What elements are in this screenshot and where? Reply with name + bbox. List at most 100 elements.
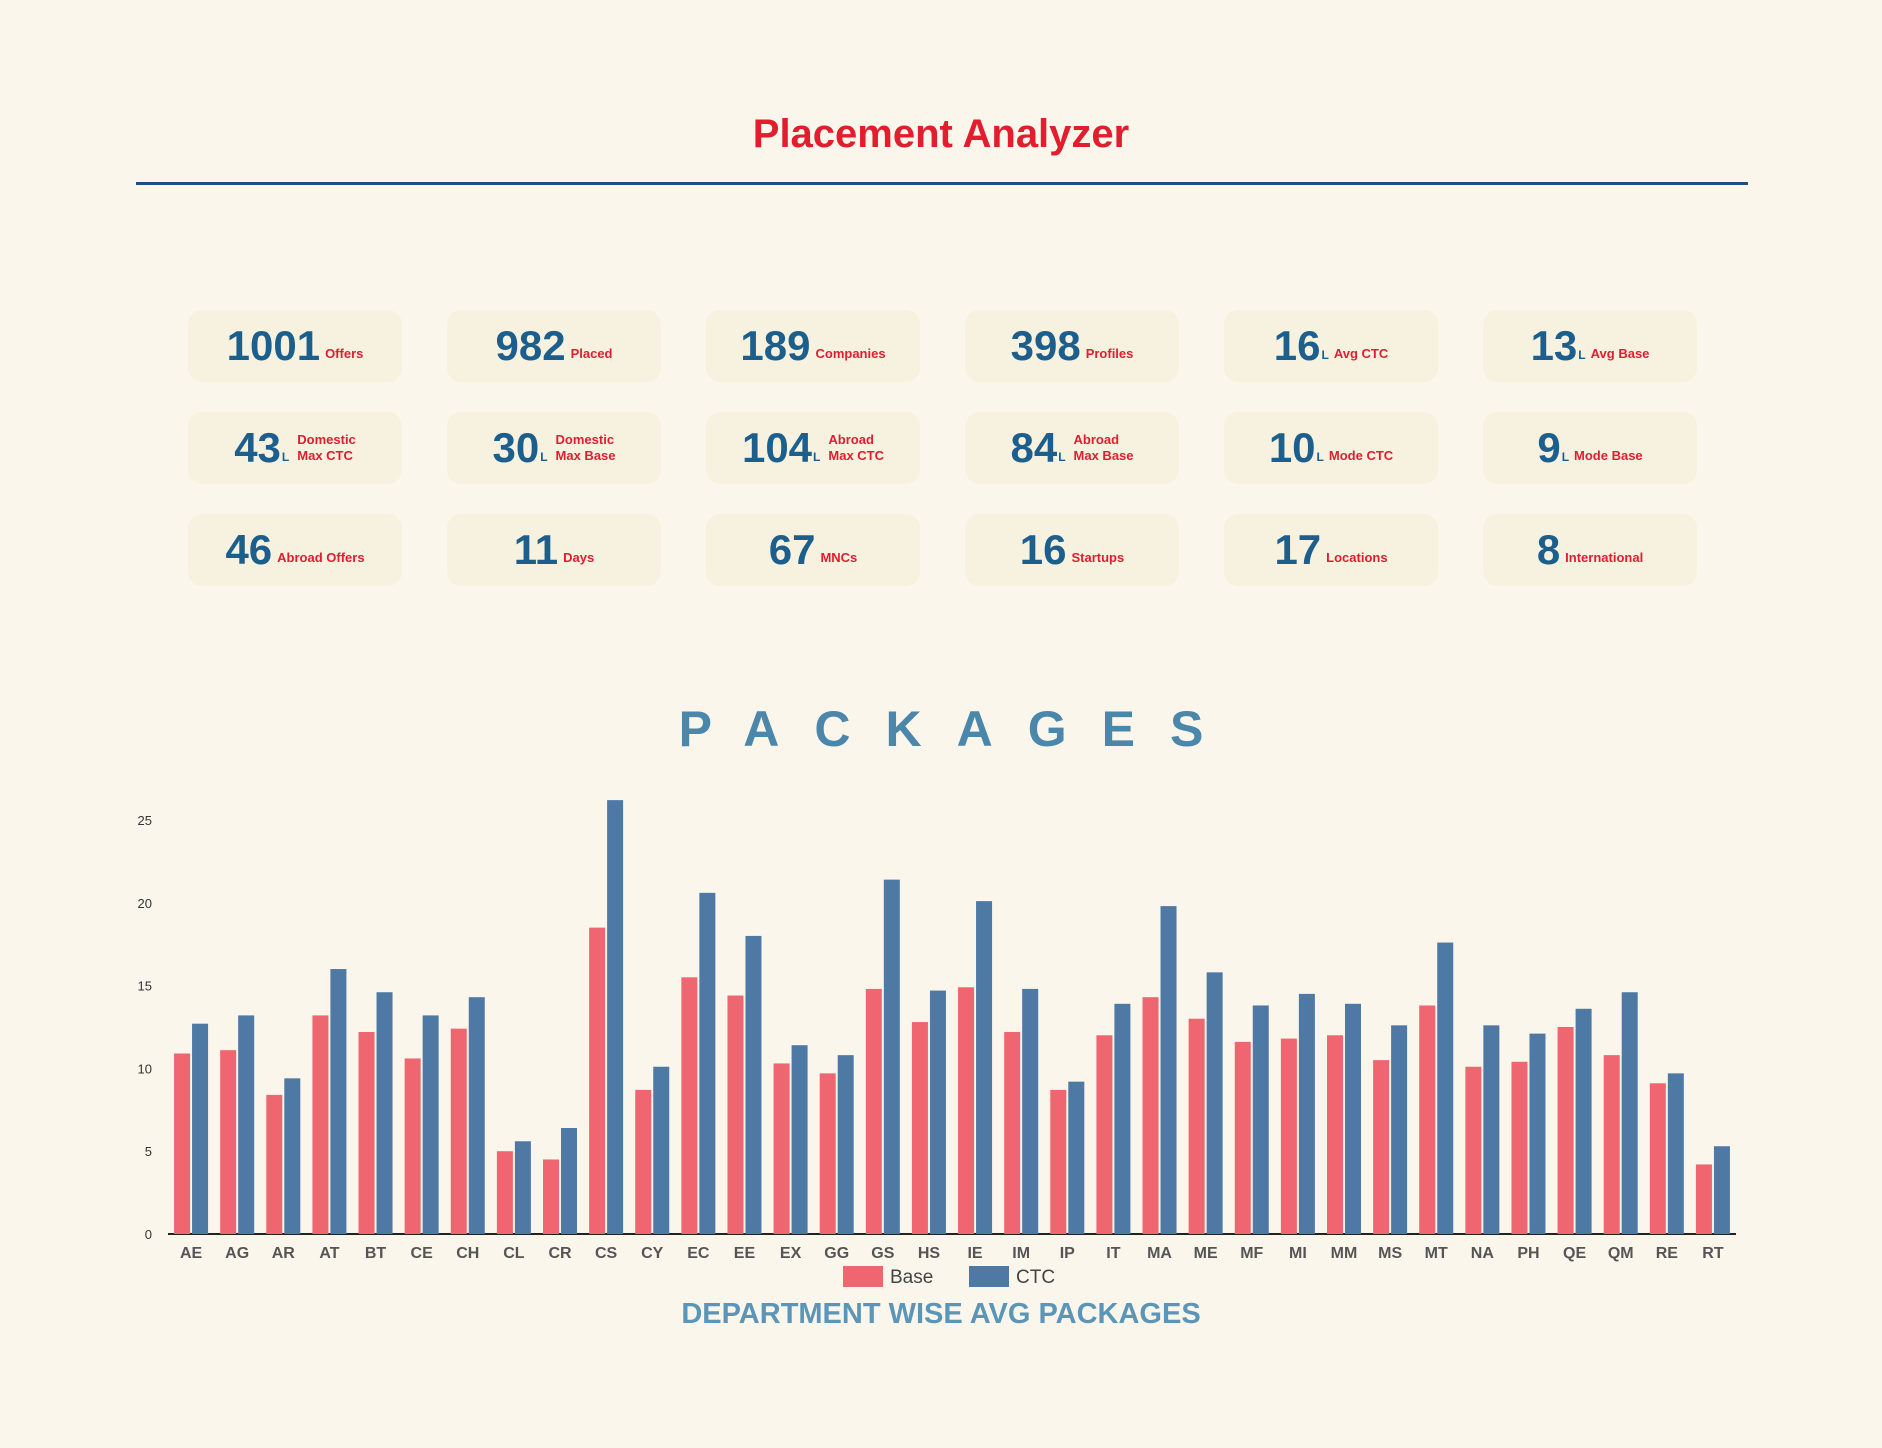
bar-base (1695, 1164, 1712, 1234)
stat-unit: L (1578, 348, 1586, 362)
x-tick-label: EE (734, 1245, 756, 1262)
bar-base (1234, 1041, 1251, 1234)
stat-unit: L (1561, 450, 1570, 464)
x-tick-label: CY (641, 1245, 664, 1262)
stat-label: Profiles (1085, 346, 1134, 361)
x-tick-label: CR (548, 1245, 572, 1262)
x-tick-label: AG (225, 1245, 249, 1262)
bar-ctc (1713, 1146, 1730, 1234)
x-tick-label: IP (1060, 1245, 1075, 1262)
x-tick-label: MI (1289, 1245, 1307, 1262)
stat-value: 982 (495, 322, 566, 369)
bar-base (1419, 1005, 1436, 1234)
stat-label: Mode Base (1574, 448, 1643, 463)
bar-base (1465, 1066, 1482, 1234)
x-tick-label: GS (871, 1245, 894, 1262)
bar-ctc (607, 800, 624, 1234)
stat-card: 30 L Domestic Max Base (447, 412, 661, 484)
stat-value: 13 (1530, 322, 1578, 369)
stat-label: Abroad Max CTC (828, 432, 885, 463)
stat-value: 104 (741, 424, 813, 471)
stat-card: 16 Startups (965, 514, 1179, 586)
bar-base (1280, 1038, 1297, 1234)
stat-value: 189 (740, 322, 811, 369)
bar-ctc (1252, 1005, 1269, 1234)
bar-ctc (745, 935, 762, 1234)
y-tick-label: 0 (145, 1227, 152, 1242)
x-tick-label: HS (918, 1245, 941, 1262)
bar-ctc (422, 1015, 439, 1234)
stat-unit: L (1316, 450, 1324, 464)
x-tick-label: RE (1656, 1245, 1679, 1262)
stat-label: Abroad Offers (277, 550, 365, 565)
stat-value: 84 (1010, 424, 1058, 471)
stat-value: 67 (768, 526, 816, 573)
x-tick-label: CH (456, 1245, 479, 1262)
stat-card: 982 Placed (447, 310, 661, 382)
stat-unit: L (540, 450, 548, 464)
bar-ctc (653, 1066, 670, 1234)
x-tick-label: IE (967, 1245, 982, 1262)
title-divider (136, 182, 1748, 185)
stat-card: 16 L Avg CTC (1224, 310, 1438, 382)
stat-card: 84 L Abroad Max Base (965, 412, 1179, 484)
bar-ctc (1022, 988, 1039, 1234)
bar-base (312, 1015, 329, 1234)
stat-value: 11 (513, 526, 559, 573)
y-tick-label: 5 (145, 1144, 152, 1159)
bar-base (1188, 1018, 1205, 1234)
bar-ctc (238, 1015, 255, 1234)
stat-card: 11 Days (447, 514, 661, 586)
stat-card: 189 Companies (706, 310, 920, 382)
x-tick-label: CS (595, 1245, 618, 1262)
bar-base (1649, 1083, 1666, 1234)
bar-base (681, 977, 698, 1234)
bar-base (865, 988, 882, 1234)
bar-base (635, 1089, 652, 1234)
bar-ctc (1206, 972, 1223, 1234)
stat-value: 398 (1010, 322, 1081, 369)
legend-label: Base (890, 1267, 933, 1288)
packages-bar-chart: 0 5 10 15 20 25 AE AG AR AT BT CE CH CL CR CS CY EC EE EX GG… (138, 800, 1736, 1288)
x-tick-label: ME (1194, 1245, 1218, 1262)
stat-label: Companies (815, 346, 886, 361)
y-tick-label: 10 (138, 1061, 152, 1076)
bar-ctc (1114, 1003, 1131, 1234)
bar-base (819, 1073, 836, 1234)
stat-value: 10 (1268, 424, 1316, 471)
bar-base (1557, 1027, 1574, 1234)
stat-card: 10 L Mode CTC (1224, 412, 1438, 484)
x-tick-label: MA (1147, 1245, 1172, 1262)
bar-ctc (1529, 1033, 1546, 1234)
stat-label: MNCs (820, 550, 858, 565)
legend-swatch (843, 1266, 883, 1287)
stat-label: International (1565, 550, 1644, 565)
x-tick-label: RT (1702, 1245, 1724, 1262)
bar-ctc (1391, 1025, 1408, 1234)
bar-ctc (192, 1023, 209, 1234)
stat-card: 104 L Abroad Max CTC (706, 412, 920, 484)
x-tick-label: QM (1608, 1245, 1634, 1262)
x-tick-label: MT (1425, 1245, 1448, 1262)
bar-ctc (284, 1078, 301, 1234)
bar-ctc (1575, 1008, 1592, 1234)
stats-grid: 1001 Offers 982 Placed 189 Companies 398 Profil… (188, 310, 1697, 586)
bar-ctc (1298, 993, 1315, 1234)
x-tick-label: CE (411, 1245, 434, 1262)
bar-ctc (883, 879, 900, 1234)
x-tick-label: NA (1471, 1245, 1495, 1262)
stat-label: Locations (1326, 550, 1388, 565)
bar-base (174, 1053, 191, 1234)
stat-value: 16 (1019, 526, 1067, 573)
stat-card: 67 MNCs (706, 514, 920, 586)
bar-base (911, 1022, 928, 1234)
stat-unit: L (1321, 348, 1329, 362)
x-tick-label: MS (1378, 1245, 1402, 1262)
y-tick-label: 20 (138, 896, 152, 911)
stat-label: Avg Base (1590, 346, 1650, 361)
bar-ctc (1160, 906, 1177, 1234)
page-title: Placement Analyzer (752, 112, 1130, 156)
bar-base (958, 987, 975, 1234)
stat-card: 46 Abroad Offers (188, 514, 402, 586)
stat-label: Startups (1071, 550, 1125, 565)
